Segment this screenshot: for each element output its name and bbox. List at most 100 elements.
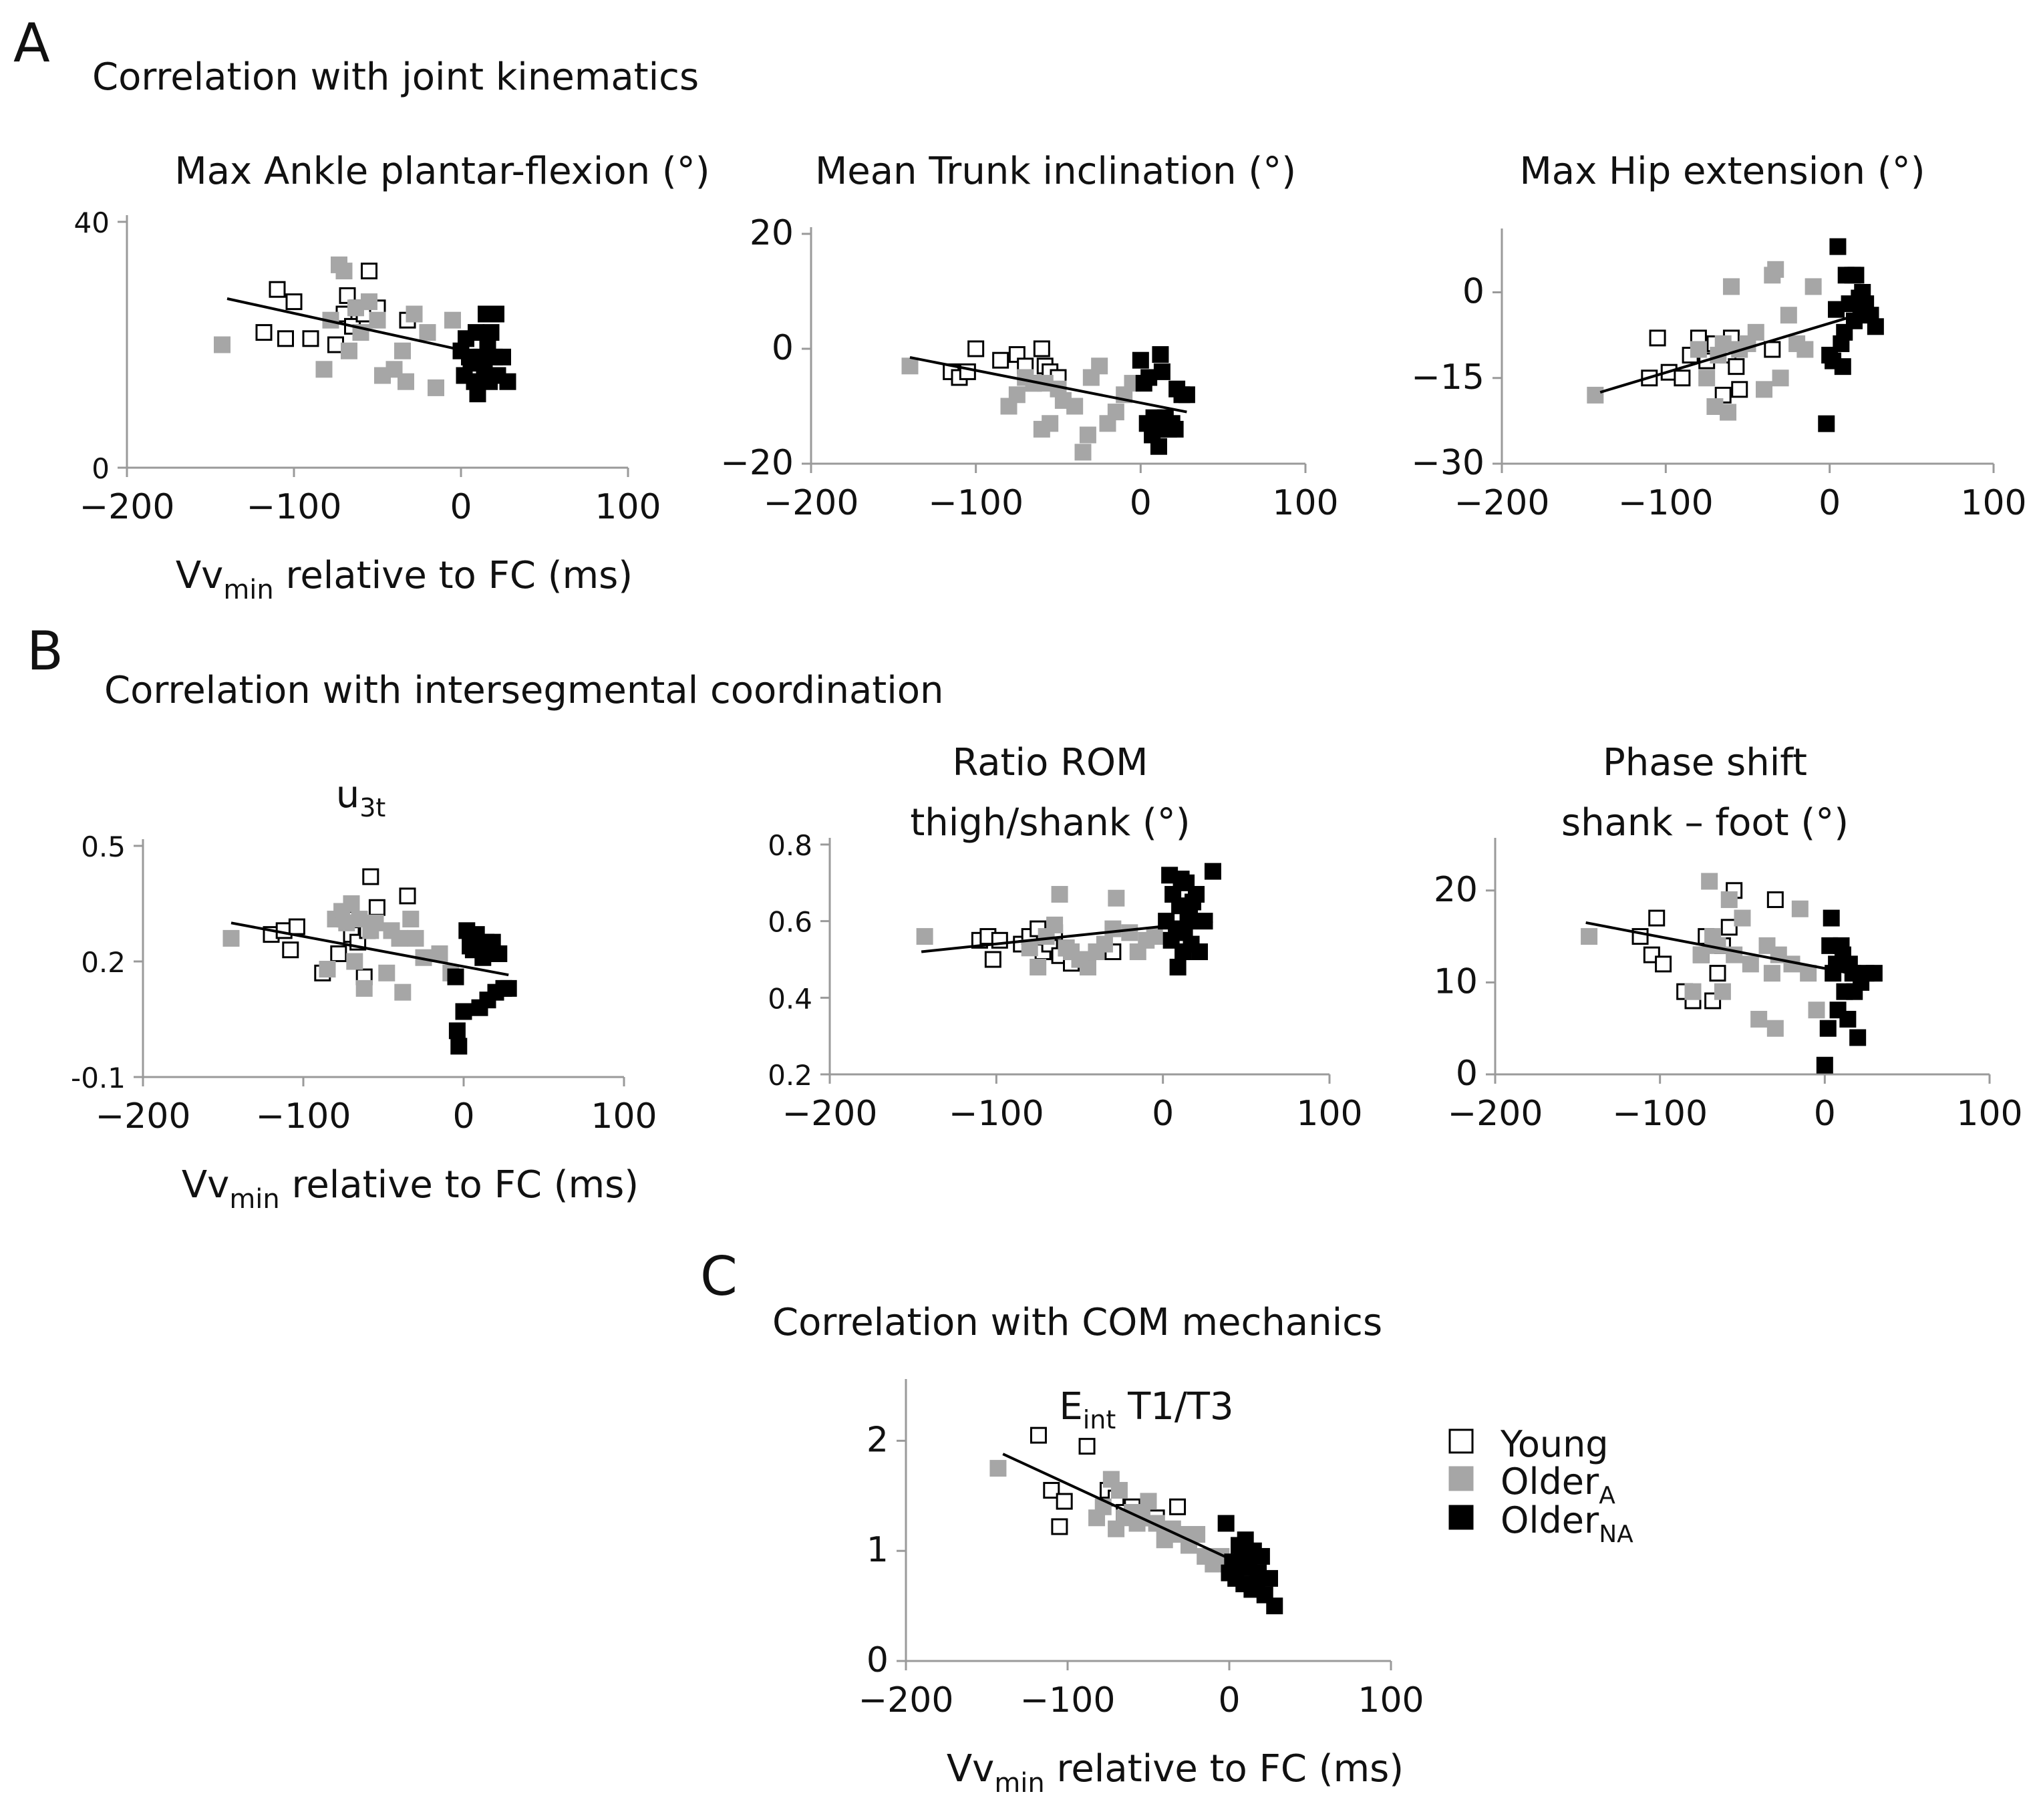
legend-swatch-older-na <box>1448 1505 1474 1530</box>
x-tick-label: −200 <box>96 1096 191 1136</box>
point-older-a <box>1763 965 1780 982</box>
point-older-a <box>319 961 336 978</box>
x-tick-label: 100 <box>1960 483 2026 523</box>
point-older-na <box>474 949 492 966</box>
x-tick-label: −200 <box>782 1094 878 1134</box>
point-young <box>282 941 299 959</box>
point-young <box>1056 1493 1073 1510</box>
y-tick-label: 0.5 <box>81 830 126 863</box>
point-older-a <box>1805 278 1822 295</box>
point-older-a <box>989 1460 1007 1477</box>
point-older-a <box>1121 924 1138 941</box>
point-older-a <box>1079 958 1096 975</box>
point-young <box>1728 358 1745 375</box>
point-young <box>362 868 379 885</box>
point-older-na <box>1191 943 1209 961</box>
point-older-na <box>1867 318 1884 335</box>
point-older-na <box>1823 909 1840 927</box>
trend-line <box>226 297 508 361</box>
point-older-a <box>1108 889 1125 907</box>
point-older-na <box>500 979 517 997</box>
point-young <box>984 951 1001 968</box>
x-tick-label: −100 <box>247 487 342 527</box>
x-tick-label: −100 <box>1020 1680 1116 1720</box>
point-older-a <box>1747 323 1764 341</box>
point-older-na <box>1865 965 1883 982</box>
y-tick-label: −20 <box>720 443 794 483</box>
point-older-a <box>406 305 423 323</box>
point-older-a <box>1690 341 1707 358</box>
point-older-a <box>916 928 933 945</box>
point-older-a <box>1066 398 1084 415</box>
point-older-a <box>1046 916 1064 933</box>
chart-ratio-rom: 0.2 0.4 0.6 0.8 −200 −100 0 100 Ratio ROM thigh/s… <box>768 741 1362 1134</box>
x-axis-label: Vvmin relative to FC (ms) <box>947 1747 1404 1799</box>
point-older-na <box>450 1038 468 1055</box>
point-older-a <box>428 379 444 396</box>
point-older-a <box>1720 891 1738 909</box>
point-older-a <box>1750 1010 1768 1028</box>
point-older-na <box>1150 438 1167 455</box>
point-older-a <box>1107 404 1124 421</box>
point-older-na <box>1152 346 1169 363</box>
point-older-na <box>1849 1029 1867 1046</box>
point-older-a <box>1110 1482 1128 1499</box>
point-older-a <box>341 342 357 359</box>
x-tick-label: −200 <box>764 483 859 523</box>
section-title-a: Correlation with joint kinematics <box>92 55 699 99</box>
x-tick-label: 0 <box>1819 483 1841 523</box>
point-young <box>1764 341 1781 358</box>
point-young <box>1674 369 1691 387</box>
x-tick-label: 100 <box>595 487 661 527</box>
point-older-na <box>488 305 504 323</box>
point-older-na <box>1178 386 1195 404</box>
x-axis-label: Vvmin relative to FC (ms) <box>182 1163 639 1215</box>
point-older-na <box>490 945 508 962</box>
y-tick-label: 0.4 <box>768 982 812 1015</box>
point-older-a <box>1772 369 1789 387</box>
point-older-na <box>1816 1056 1833 1074</box>
point-older-a <box>346 953 363 970</box>
point-older-na <box>448 1022 466 1040</box>
point-older-a <box>1030 958 1047 975</box>
y-tick-label: 20 <box>750 213 794 253</box>
point-young <box>330 945 347 962</box>
point-older-na <box>1266 1598 1283 1615</box>
point-young <box>1649 329 1666 347</box>
point-older-a <box>385 361 403 378</box>
y-tick-label: 0 <box>867 1640 889 1680</box>
legend-swatch-older-a <box>1448 1466 1474 1491</box>
point-older-a <box>315 361 333 378</box>
point-older-na <box>1839 1010 1857 1028</box>
point-young <box>1078 1438 1096 1455</box>
chart-ankle-plantar-flexion: 0 40 −200 −100 0 100 Max Ankle plantar-flexion… <box>74 150 710 605</box>
x-tick-label: −200 <box>1454 483 1550 523</box>
point-older-a <box>1091 357 1108 375</box>
x-tick-label: −200 <box>80 487 175 527</box>
trend-line <box>1002 1453 1275 1581</box>
x-tick-label: −200 <box>858 1680 954 1720</box>
panel-letter-a: A <box>13 12 50 74</box>
trend-line <box>1585 921 1875 979</box>
point-older-na <box>482 324 500 341</box>
point-older-a <box>1808 1002 1825 1019</box>
y-tick-label: 0.2 <box>81 946 126 979</box>
point-young <box>361 263 377 280</box>
point-older-a <box>1581 928 1598 945</box>
point-older-na <box>1847 267 1865 284</box>
legend-label-young: Young <box>1500 1423 1609 1465</box>
x-tick-label: 0 <box>1130 483 1152 523</box>
point-young <box>1655 955 1672 973</box>
chart-eint: 0 1 2 −200 −100 0 100 Eint T1/T3 Vvmin relative … <box>858 1379 1424 1799</box>
point-older-a <box>1742 955 1759 973</box>
point-older-na <box>1166 420 1184 438</box>
legend-label-older-na: OlderNA <box>1501 1499 1633 1548</box>
y-tick-label: 1 <box>867 1530 889 1570</box>
point-older-a <box>419 324 436 341</box>
point-young <box>992 351 1009 369</box>
point-young <box>1033 340 1050 357</box>
y-tick-label: 0.8 <box>768 829 812 862</box>
x-tick-label: 0 <box>1152 1094 1174 1134</box>
